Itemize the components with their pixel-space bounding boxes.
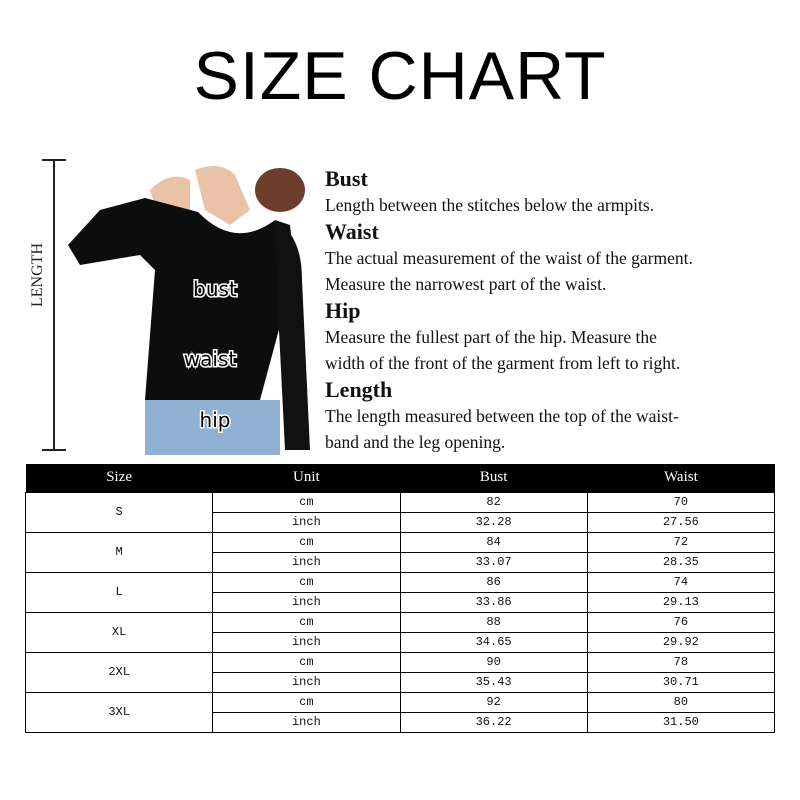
unit-cell: cm [212,571,401,593]
waist-cell: 28.35 [586,551,776,573]
waist-cell: 70 [586,491,776,513]
unit-cell: inch [212,591,401,613]
waist-cell: 80 [586,691,776,713]
size-cell: 3XL [24,691,214,733]
desc-heading: Waist [325,218,379,244]
waist-cell: 72 [586,531,776,553]
desc-text: The length measured between the top of t… [325,405,679,426]
bust-cell: 35.43 [399,671,588,693]
table-row: inch 36.22 31.50 [26,711,776,733]
unit-cell: inch [212,551,401,573]
hip-label: hip [200,408,231,432]
length-ruler [42,159,66,451]
bust-cell: 33.07 [399,551,588,573]
bust-cell: 88 [399,611,588,633]
desc-text: Length between the stitches below the ar… [325,195,655,215]
measurement-descriptions: Bust Length between the stitches below t… [325,166,795,456]
table-row: inch 35.43 30.71 [26,671,776,693]
table-row: 3XL cm 92 80 [24,691,776,733]
page-title: SIZE CHART [193,38,607,114]
desc-heading: Bust [325,166,368,191]
waist-cell: 29.13 [586,591,776,613]
unit-cell: cm [212,651,401,673]
header-bust: Bust [400,464,588,492]
bust-cell: 82 [399,491,588,513]
header-size: Size [25,464,213,492]
bust-cell: 34.65 [399,631,588,653]
model-shirt-image: LENGTH bust waist hip [29,159,310,455]
bust-cell: 36.22 [399,711,588,733]
waist-cell: 76 [586,611,776,633]
table-row: XL cm 88 76 [24,611,776,653]
table-row: inch 33.07 28.35 [26,551,776,573]
desc-length: Length The length measured between the t… [325,377,795,456]
unit-cell: inch [212,711,401,733]
unit-cell: cm [212,491,401,513]
desc-text: band and the leg opening. [325,432,506,452]
table-header: Size Unit Bust Waist [25,464,775,492]
size-cell: 2XL [24,651,214,693]
bust-cell: 92 [399,691,588,713]
table-row: 2XL cm 90 78 [24,651,776,693]
waist-label: waist [184,347,237,371]
unit-cell: inch [212,631,401,653]
unit-cell: inch [212,511,401,533]
waist-cell: 27.56 [586,511,776,533]
waist-cell: 78 [586,651,776,673]
waist-cell: 74 [586,571,776,593]
size-cell: M [24,531,214,573]
desc-waist: Waist The actual measurement of the wais… [325,219,795,298]
bust-cell: 33.86 [399,591,588,613]
unit-cell: cm [212,531,401,553]
desc-text: Measure the narrowest part of the waist. [325,274,607,294]
desc-text: Measure the fullest part of the hip. Mea… [325,326,657,347]
desc-bust: Bust Length between the stitches below t… [325,166,795,219]
desc-heading: Length [325,376,393,402]
header-unit: Unit [212,464,400,492]
desc-heading: Hip [325,297,361,323]
header-waist: Waist [587,464,775,492]
bust-cell: 32.28 [399,511,588,533]
bust-cell: 84 [399,531,588,553]
desc-text: width of the front of the garment from l… [325,353,681,373]
unit-cell: inch [212,671,401,693]
length-label: LENGTH [29,243,46,307]
waist-cell: 30.71 [586,671,776,693]
waist-cell: 31.50 [586,711,776,733]
bust-cell: 90 [399,651,588,673]
size-cell: S [24,491,214,533]
waist-cell: 29.92 [586,631,776,653]
size-cell: L [24,571,214,613]
desc-text: The actual measurement of the waist of t… [325,247,693,268]
bust-label: bust [193,277,237,301]
table-row: inch 32.28 27.56 [26,511,776,533]
unit-cell: cm [212,611,401,633]
desc-hip: Hip Measure the fullest part of the hip.… [325,298,795,377]
size-cell: XL [24,611,214,653]
unit-cell: cm [212,691,401,713]
bust-cell: 86 [399,571,588,593]
